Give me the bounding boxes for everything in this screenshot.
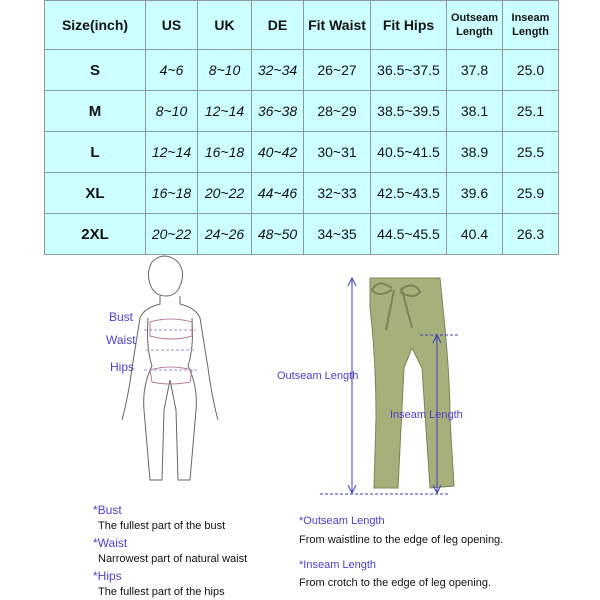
note-hips-desc: The fullest part of the hips bbox=[98, 586, 225, 598]
note-bust-desc: The fullest part of the bust bbox=[98, 520, 226, 532]
header-fit-waist: Fit Waist bbox=[303, 0, 371, 50]
cell-size: L bbox=[44, 131, 146, 173]
cell-inseam: 26.3 bbox=[502, 213, 559, 255]
cell-de: 48~50 bbox=[251, 213, 304, 255]
body-figure-illustration bbox=[121, 255, 219, 481]
note-waist-desc: Narrowest part of natural waist bbox=[98, 553, 248, 565]
cell-fit-hips: 42.5~43.5 bbox=[370, 172, 447, 214]
header-outseam: Outseam Length bbox=[446, 0, 503, 50]
table-row: L 12~14 16~18 40~42 30~31 40.5~41.5 38.9 25.5 bbox=[44, 131, 559, 173]
bust-label: Bust bbox=[109, 310, 134, 324]
cell-fit-waist: 34~35 bbox=[303, 213, 371, 255]
header-size: Size(inch) bbox=[44, 0, 146, 50]
cell-uk: 12~14 bbox=[197, 90, 252, 132]
cell-fit-waist: 26~27 bbox=[303, 49, 371, 91]
cell-fit-waist: 30~31 bbox=[303, 131, 371, 173]
cell-us: 16~18 bbox=[145, 172, 198, 214]
cell-size: XL bbox=[44, 172, 146, 214]
note-inseam-desc: From crotch to the edge of leg opening. bbox=[299, 577, 492, 589]
cell-fit-hips: 36.5~37.5 bbox=[370, 49, 447, 91]
cell-fit-hips: 40.5~41.5 bbox=[370, 131, 447, 173]
table-row: M 8~10 12~14 36~38 28~29 38.5~39.5 38.1 25.1 bbox=[44, 90, 559, 132]
hips-label: Hips bbox=[110, 360, 135, 374]
cell-uk: 20~22 bbox=[197, 172, 252, 214]
table-row: 2XL 20~22 24~26 48~50 34~35 44.5~45.5 40.4 26.3 bbox=[44, 213, 559, 255]
cell-outseam: 38.9 bbox=[446, 131, 503, 173]
cell-de: 36~38 bbox=[251, 90, 304, 132]
cell-de: 40~42 bbox=[251, 131, 304, 173]
cell-outseam: 37.8 bbox=[446, 49, 503, 91]
header-fit-hips: Fit Hips bbox=[370, 0, 447, 50]
note-outseam-term: *Outseam Length bbox=[299, 515, 385, 527]
table-row: S 4~6 8~10 32~34 26~27 36.5~37.5 37.8 25.0 bbox=[44, 49, 559, 91]
cell-size: S bbox=[44, 49, 146, 91]
cell-size: 2XL bbox=[44, 213, 146, 255]
pants-illustration bbox=[320, 276, 460, 495]
cell-uk: 16~18 bbox=[197, 131, 252, 173]
cell-inseam: 25.1 bbox=[502, 90, 559, 132]
cell-fit-waist: 28~29 bbox=[303, 90, 371, 132]
cell-us: 4~6 bbox=[145, 49, 198, 91]
header-uk: UK bbox=[197, 0, 252, 50]
cell-uk: 24~26 bbox=[197, 213, 252, 255]
table-row: XL 16~18 20~22 44~46 32~33 42.5~43.5 39.6 25.9 bbox=[44, 172, 559, 214]
cell-outseam: 39.6 bbox=[446, 172, 503, 214]
cell-fit-waist: 32~33 bbox=[303, 172, 371, 214]
cell-de: 32~34 bbox=[251, 49, 304, 91]
cell-fit-hips: 38.5~39.5 bbox=[370, 90, 447, 132]
cell-uk: 8~10 bbox=[197, 49, 252, 91]
table-header-row: Size(inch) US UK DE Fit Waist Fit Hips O… bbox=[44, 0, 559, 50]
header-us: US bbox=[145, 0, 198, 50]
header-inseam: Inseam Length bbox=[502, 0, 559, 50]
cell-fit-hips: 44.5~45.5 bbox=[370, 213, 447, 255]
cell-inseam: 25.5 bbox=[502, 131, 559, 173]
cell-us: 12~14 bbox=[145, 131, 198, 173]
note-outseam-desc: From waistline to the edge of leg openin… bbox=[299, 534, 504, 546]
cell-de: 44~46 bbox=[251, 172, 304, 214]
cell-us: 8~10 bbox=[145, 90, 198, 132]
note-waist-term: *Waist bbox=[93, 536, 128, 550]
cell-outseam: 38.1 bbox=[446, 90, 503, 132]
note-inseam-term: *Inseam Length bbox=[299, 559, 377, 571]
size-chart-table: Size(inch) US UK DE Fit Waist Fit Hips O… bbox=[44, 0, 559, 255]
cell-size: M bbox=[44, 90, 146, 132]
inseam-label: Inseam Length bbox=[390, 409, 463, 421]
note-hips-term: *Hips bbox=[93, 569, 122, 583]
cell-inseam: 25.9 bbox=[502, 172, 559, 214]
note-bust-term: *Bust bbox=[93, 503, 122, 517]
cell-inseam: 25.0 bbox=[502, 49, 559, 91]
cell-outseam: 40.4 bbox=[446, 213, 503, 255]
cell-us: 20~22 bbox=[145, 213, 198, 255]
outseam-label: Outseam Length bbox=[277, 370, 359, 382]
header-de: DE bbox=[251, 0, 304, 50]
waist-label: Waist bbox=[106, 333, 136, 347]
